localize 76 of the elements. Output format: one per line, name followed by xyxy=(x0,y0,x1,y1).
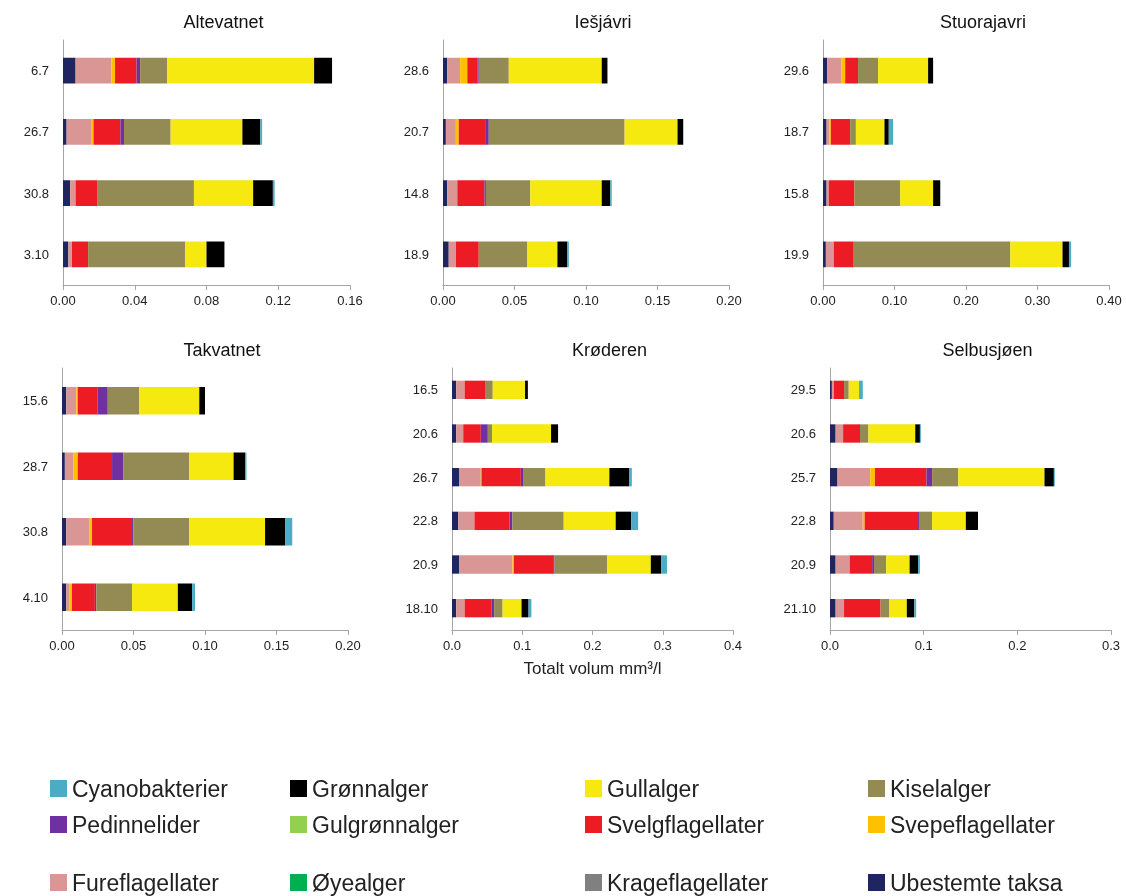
x-tick-label: 0.00 xyxy=(49,638,75,653)
x-tick-label: 0.10 xyxy=(881,293,908,308)
x-tick-label: 0.00 xyxy=(430,293,456,308)
y-tick-label: 4.10 xyxy=(22,589,48,605)
legend-label: Fureflagellater xyxy=(72,869,220,896)
x-tick-label: 0.20 xyxy=(716,293,742,308)
legend-label: Gullalger xyxy=(607,775,700,802)
x-tick-label: 0.12 xyxy=(265,293,291,308)
x-tick-label: 0.20 xyxy=(953,293,979,308)
x-tick-label: 0.15 xyxy=(644,293,671,308)
legend-label: Cyanobakterier xyxy=(72,775,229,802)
x-tick-label: 0.00 xyxy=(810,293,836,308)
chart-title: Stuorajavri xyxy=(939,12,1027,32)
x-tick-label: 0.10 xyxy=(192,638,218,653)
y-tick-label: 19.9 xyxy=(783,246,809,262)
y-tick-label: 14.8 xyxy=(403,185,429,201)
legend-label: Svelgflagellater xyxy=(607,811,765,838)
x-tick-label: 0.10 xyxy=(573,293,599,308)
legend-label: Kiselalger xyxy=(890,775,992,802)
y-tick-label: 29.5 xyxy=(790,382,816,398)
chart-title: Iešjávri xyxy=(574,12,632,32)
x-tick-label: 0.05 xyxy=(120,638,147,653)
y-tick-label: 22.8 xyxy=(412,513,438,529)
chart-title: Selbusjøen xyxy=(942,340,1033,360)
x-tick-label: 0.2 xyxy=(1008,638,1027,653)
x-tick-label: 0.4 xyxy=(723,638,743,653)
y-tick-label: 18.9 xyxy=(403,246,429,262)
y-tick-label: 25.7 xyxy=(790,469,816,485)
x-axis-title: Totalt volum mm³/l xyxy=(523,659,662,678)
x-tick-label: 0.0 xyxy=(820,638,840,653)
legend-label: Ubestemte taksa xyxy=(890,869,1063,896)
y-tick-label: 26.7 xyxy=(23,124,49,140)
x-tick-label: 0.0 xyxy=(442,638,462,653)
y-tick-label: 26.7 xyxy=(412,469,438,485)
legend-label: Svepeflagellater xyxy=(890,811,1056,838)
y-tick-label: 30.8 xyxy=(23,185,49,201)
y-tick-label: 20.6 xyxy=(412,426,438,441)
x-tick-label: 0.20 xyxy=(335,638,361,653)
chart-title: Takvatnet xyxy=(183,340,261,360)
y-tick-label: 30.8 xyxy=(22,524,48,540)
y-tick-label: 29.6 xyxy=(783,63,809,79)
y-tick-label: 18.7 xyxy=(783,124,809,140)
legend-label: Grønnalger xyxy=(312,775,429,802)
y-tick-label: 20.9 xyxy=(412,557,438,572)
x-tick-label: 0.15 xyxy=(263,638,290,653)
legend-label: Pedinnelider xyxy=(72,811,201,838)
y-tick-label: 28.7 xyxy=(22,458,48,474)
x-tick-label: 0.04 xyxy=(122,293,148,308)
x-tick-label: 0.40 xyxy=(1096,293,1122,308)
y-tick-label: 21.10 xyxy=(783,600,816,616)
x-tick-label: 0.08 xyxy=(193,293,220,308)
x-tick-label: 0.1 xyxy=(914,638,933,653)
y-tick-label: 28.6 xyxy=(403,63,429,79)
x-tick-label: 0.16 xyxy=(337,293,363,308)
y-tick-label: 20.7 xyxy=(403,124,429,140)
legend-label: Øyealger xyxy=(312,869,406,896)
x-tick-label: 0.3 xyxy=(653,638,672,653)
y-tick-label: 20.6 xyxy=(790,426,816,441)
x-tick-label: 0.2 xyxy=(583,638,602,653)
y-tick-label: 15.6 xyxy=(22,393,48,409)
x-tick-label: 0.30 xyxy=(1024,293,1051,308)
legend-label: Krageflagellater xyxy=(607,869,769,896)
y-tick-label: 22.8 xyxy=(790,513,816,529)
y-tick-label: 18.10 xyxy=(405,600,438,616)
x-tick-label: 0.05 xyxy=(501,293,528,308)
x-tick-label: 0.00 xyxy=(50,293,76,308)
y-tick-label: 15.8 xyxy=(783,185,809,201)
y-tick-label: 20.9 xyxy=(790,557,816,572)
x-tick-label: 0.3 xyxy=(1101,638,1121,653)
x-tick-label: 0.1 xyxy=(513,638,532,653)
y-tick-label: 6.7 xyxy=(30,63,49,79)
y-tick-label: 16.5 xyxy=(412,382,438,398)
chart-title: Altevatnet xyxy=(183,12,264,32)
chart-title: Krøderen xyxy=(571,340,648,360)
y-tick-label: 3.10 xyxy=(23,246,49,262)
legend-label: Gulgrønnalger xyxy=(312,811,460,838)
